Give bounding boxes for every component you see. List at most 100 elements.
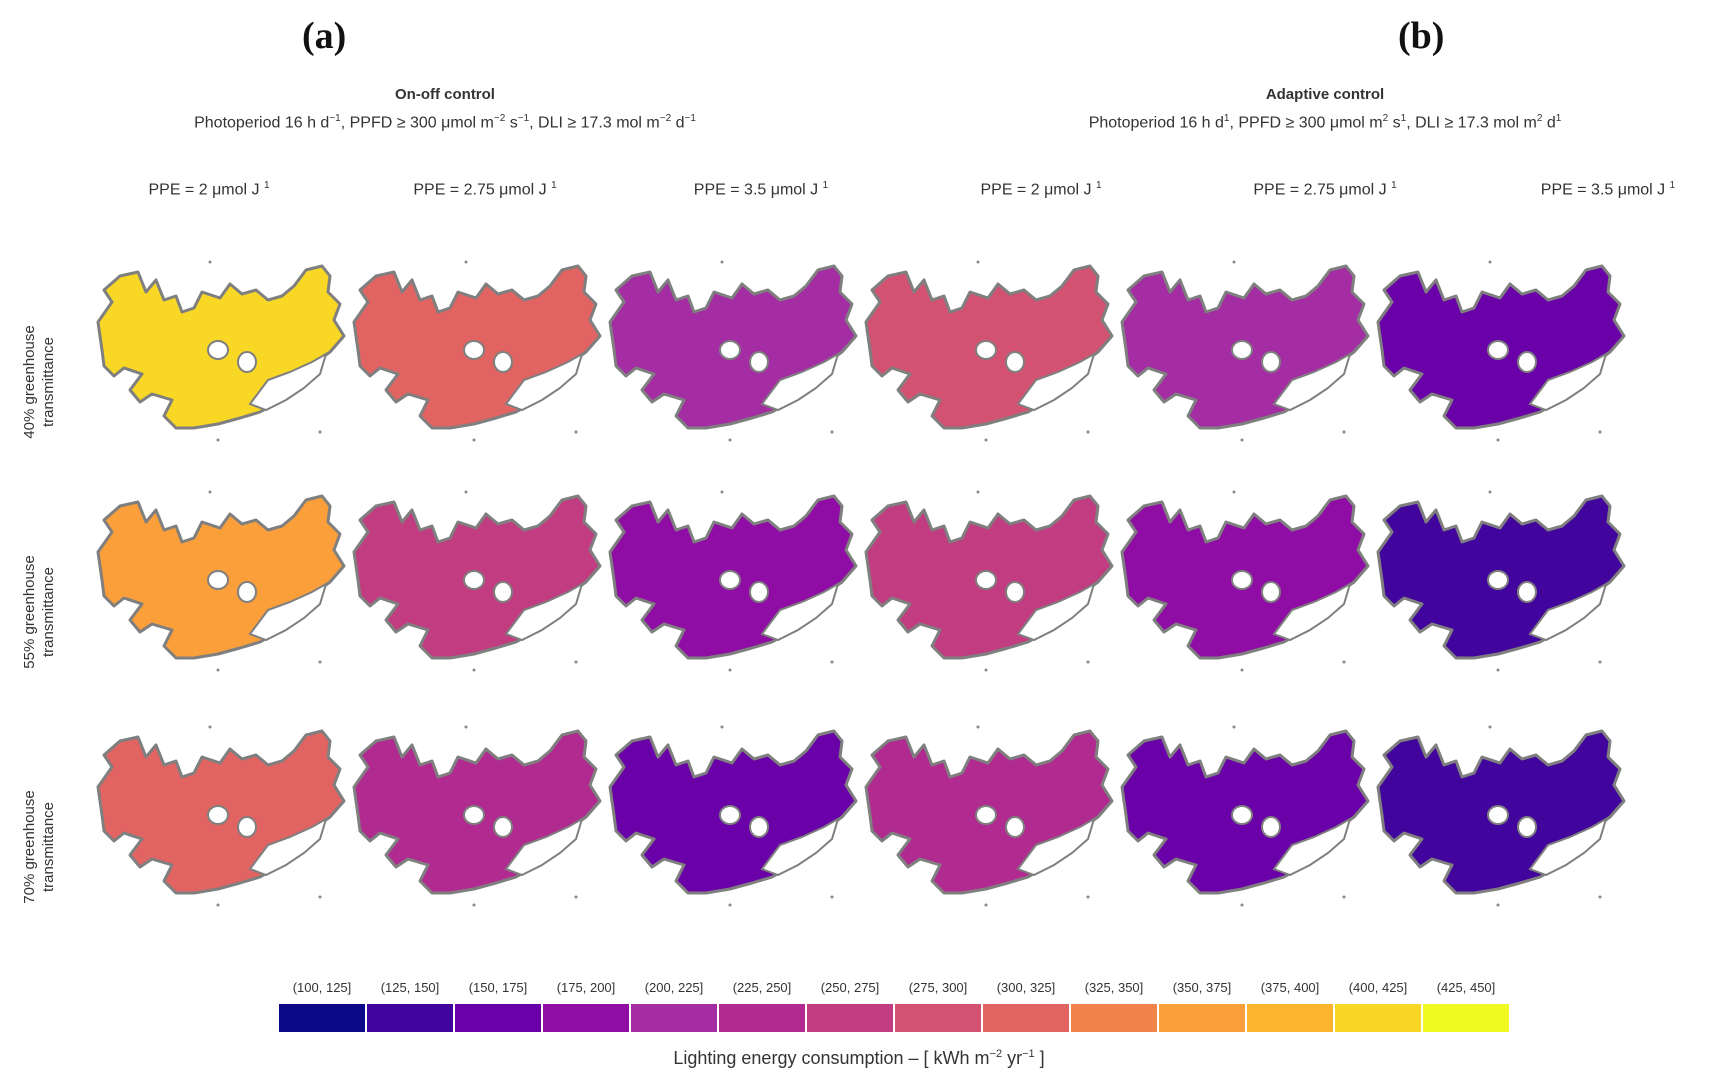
map-tick-dot [830,895,834,899]
legend-tick-label: (150, 175] [468,980,528,995]
map-tick-dot [1496,903,1500,907]
legend-swatch [1335,1004,1421,1032]
map-hole [718,570,742,590]
map-hole [974,340,998,360]
map-tick-dot [1086,660,1090,664]
map-tick-dot [574,895,578,899]
map-tick-dot [216,903,220,907]
map-hole [974,570,998,590]
map-hole [1016,581,1096,642]
map-tick-dot [984,903,988,907]
column-header: PPE = 2 μmol J 1 [980,180,1102,199]
map-hole [236,816,258,838]
map-hole [206,805,230,825]
map-tick-dot [216,438,220,442]
map-hole [248,581,328,642]
map-tick-dot [1488,260,1492,264]
map-tick-dot [1342,895,1346,899]
map-hole [492,816,514,838]
column-header: PPE = 2.75 μmol J 1 [413,180,557,199]
map-tick-dot [830,660,834,664]
map-tick-dot [1240,438,1244,442]
map-hole [462,340,486,360]
legend-title: Lighting energy consumption – [ kWh m−2 … [673,1048,1045,1068]
map-hole [748,581,770,603]
map-tick-dot [1488,725,1492,729]
map-tick-dot [1240,668,1244,672]
map-tick-dot [216,668,220,672]
map-hole [1516,581,1538,603]
map-70%-on-off-ppe-3.5 [608,725,858,907]
map-tick-dot [208,490,212,494]
map-40%-on-off-ppe-2.75 [352,260,602,442]
map-tick-dot [1496,438,1500,442]
legend-tick-label: (100, 125] [292,980,352,995]
onoff-subtitle: Photoperiod 16 h d−1, PPFD ≥ 300 μmol m−… [194,113,696,132]
map-tick-dot [1232,725,1236,729]
map-tick-dot [1598,660,1602,664]
map-55%-on-off-ppe-2.75 [352,490,602,672]
map-55%-adaptive-ppe-2.75 [1120,490,1370,672]
legend-tick-label: (200, 225] [644,980,704,995]
legend-tick-label: (400, 425] [1348,980,1408,995]
map-hole [206,340,230,360]
legend-tick-labels: (100, 125] (125, 150] (150, 175] (175, 200]… [278,980,1510,1000]
map-tick-dot [830,430,834,434]
map-hole [974,805,998,825]
legend-tick-label: (225, 250] [732,980,792,995]
map-hole [1004,816,1026,838]
map-40%-adaptive-ppe-2 [864,260,1114,442]
map-hole [1016,816,1096,877]
map-grid [96,260,1626,907]
map-hole [760,816,840,877]
map-tick-dot [1232,260,1236,264]
map-hole [492,351,514,373]
map-55%-adaptive-ppe-3.5 [1376,490,1626,672]
map-55%-adaptive-ppe-2 [864,490,1114,672]
map-tick-dot [472,903,476,907]
map-hole [462,570,486,590]
map-55%-on-off-ppe-3.5 [608,490,858,672]
map-tick-dot [318,660,322,664]
map-40%-on-off-ppe-3.5 [608,260,858,442]
map-hole [1272,816,1352,877]
column-header: PPE = 3.5 μmol J 1 [1540,180,1676,199]
map-hole [1516,351,1538,373]
legend-tick-label: (275, 300] [908,980,968,995]
map-tick-dot [720,725,724,729]
adaptive-subtitle: Photoperiod 16 h d1, PPFD ≥ 300 μmol m2 … [1088,113,1562,132]
map-hole [748,816,770,838]
column-header: PPE = 3.5 μmol J 1 [693,180,829,199]
map-hole [248,351,328,412]
legend-tick-label: (375, 400] [1260,980,1320,995]
adaptive-control-title: Adaptive control [1265,86,1385,103]
map-tick-dot [1086,430,1090,434]
map-hole [1486,805,1510,825]
map-hole [760,581,840,642]
map-tick-dot [318,430,322,434]
map-tick-dot [1598,895,1602,899]
map-hole [504,816,584,877]
legend-swatch [983,1004,1069,1032]
map-hole [1528,816,1608,877]
legend-swatch [1423,1004,1509,1032]
map-70%-on-off-ppe-2.75 [352,725,602,907]
legend-tick-label: (350, 375] [1172,980,1232,995]
map-tick-dot [984,438,988,442]
map-tick-dot [464,260,468,264]
map-tick-dot [208,725,212,729]
map-hole [504,581,584,642]
legend-swatch [895,1004,981,1032]
map-hole [1004,581,1026,603]
legend-swatch [1071,1004,1157,1032]
map-hole [248,816,328,877]
map-hole [1272,351,1352,412]
map-tick-dot [976,260,980,264]
legend-tick-label: (175, 200] [556,980,616,995]
map-tick-dot [1342,430,1346,434]
map-40%-on-off-ppe-2 [96,260,346,442]
column-header: PPE = 2.75 μmol J 1 [1253,180,1397,199]
map-tick-dot [464,725,468,729]
map-tick-dot [976,725,980,729]
legend-swatch [1247,1004,1333,1032]
